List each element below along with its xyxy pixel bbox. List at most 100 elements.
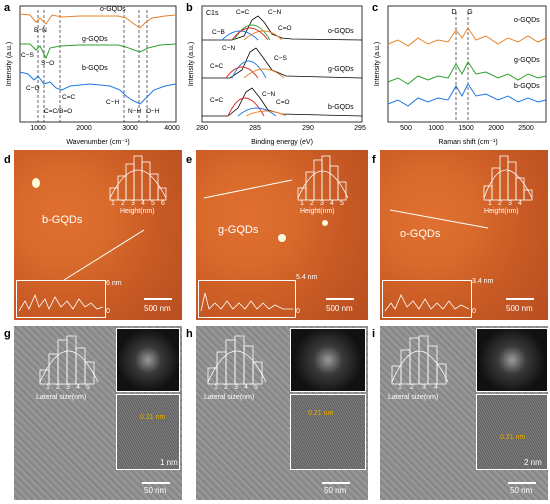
afm-profile-max: 3.4 nm [472,278,494,285]
panel-b-xtick-2: 290 [302,125,314,132]
afm-profile-inset [382,280,472,318]
afm-hist-tick-4: 5 [151,200,155,207]
panel-b-title: C1s [206,10,219,17]
afm-hist-tick-1: 2 [310,200,314,207]
panel-b-ann-8: C−N [262,91,275,98]
afm-hist-tick-0: 1 [111,200,115,207]
panel-b-ylabel: Intensity (a.u.) [188,42,195,86]
panel-a-ann-ccbo: C=C/B=O [44,108,72,115]
panel-a-legend-b: b-GQDs [82,65,108,72]
panel-c-xlabel: Raman shift (cm⁻¹) [438,139,497,146]
tem-hist-tick-2: 3 [422,384,426,391]
tem-scale-bar [508,482,536,484]
afm-profile-min: 0 [106,308,110,315]
panel-c-legend-g: g-GQDs [514,57,540,64]
panel-b-xtick-1: 285 [249,125,261,132]
panel-a-frame [19,5,177,123]
series-b-gqds-raman [387,83,547,107]
tem-histogram [207,335,267,385]
hrtem-inset [290,394,366,470]
panel-a-legend-g: g-GQDs [82,36,108,43]
fft-inset [290,328,366,392]
afm-hist-tick-2: 3 [320,200,324,207]
inset-scale-text: 1 nm [160,458,178,467]
afm-hist-tick-2: 3 [508,200,512,207]
panel-b-frame [201,5,363,123]
panel-c-xtick-0: 500 [400,125,412,132]
panel-a-xtick-0: 1000 [30,125,46,132]
panel-a-xtick-1: 2000 [76,125,92,132]
hrtem-inset [476,394,548,470]
panel-b-ann-2: C−N [268,9,281,16]
tem-hist-tick-2: 3 [234,384,238,391]
afm-hist-tick-4: 5 [340,200,344,207]
panel-a-xtick-2: 3000 [122,125,138,132]
tem-hist-tick-3: 4 [434,384,438,391]
panel-b-ann-7: C=C [210,97,223,104]
tem-hist-tick-0: 1 [398,384,402,391]
afm-hist-tick-3: 4 [141,200,145,207]
series-g-gqds-raman [387,61,547,85]
tem-hist-label: Lateral size(nm) [204,394,255,401]
panel-b-xtick-0: 280 [196,125,208,132]
lattice-spacing: 0.21 nm [308,410,334,417]
hrtem-inset [116,394,180,470]
series-o-gqds-line [19,13,177,29]
panel-letter-i: i [372,328,376,340]
tem-hist-tick-0: 1 [214,384,218,391]
panel-c-peak-d: D [451,9,456,16]
panel-a-xlabel: Wavenumber (cm⁻¹) [66,139,129,146]
afm-hist-tick-0: 1 [488,200,492,207]
panel-c-ylabel: Intensity (a.u.) [374,42,381,86]
afm-histogram [109,155,167,201]
panel-a-xtick-3: 4000 [164,125,180,132]
tem-hist-label: Lateral size(nm) [36,394,87,401]
afm-hist-tick-3: 4 [518,200,522,207]
panel-a-ann-nh: N−H [128,108,141,115]
afm-profile-min: 0 [296,308,300,315]
tem-scale-text: 50 nm [324,486,347,495]
tem-hist-tick-1: 2 [224,384,228,391]
panel-letter-a: a [4,2,11,14]
panel-a-legend-o: o-GQDs [100,6,126,13]
afm-image-b-gqds: b-GQDs 1 2 3 4 5 6 Height(nm) 6 nm 0 500… [14,150,182,320]
afm-label: g-GQDs [218,224,259,236]
tem-hist-tick-4: 5 [86,384,90,391]
panel-letter-g: g [4,328,11,340]
afm-profile-max: 6 nm [106,280,122,287]
tem-image-h: 1 2 3 4 5 Lateral size(nm) 0.21 nm 50 nm [196,326,368,500]
afm-profile-inset [198,280,296,318]
fft-inset [476,328,548,392]
panel-b-xlabel: Binding energy (eV) [251,139,313,146]
afm-scale-text: 500 nm [326,304,353,313]
panel-letter-e: e [186,154,193,166]
panel-a-ann-bn: B−N [34,27,47,34]
panel-a-ann-ch: C−H [106,99,119,106]
panel-a-ann-oh: O−H [146,108,160,115]
panel-c-peak-g: G [467,9,472,16]
afm-hist-label: Height(nm) [484,208,519,215]
panel-c-raman-chart: Intensity (a.u.) Raman shift (cm⁻¹) 500 … [374,5,547,146]
panel-letter-h: h [186,328,193,340]
tem-hist-tick-0: 1 [46,384,50,391]
panel-a-ann-so: S−O [41,60,54,67]
panel-a-ftir-chart: Intensity (a.u.) Wavenumber (cm⁻¹) 1000 … [6,5,180,146]
afm-hist-tick-0: 1 [300,200,304,207]
afm-scan-line [389,209,489,229]
panel-b-ann-3: C=O [278,25,292,32]
afm-label: b-GQDs [42,214,83,226]
panel-b-ann-0: C−B [212,29,225,36]
panel-b-ann-4: C−N [222,45,235,52]
afm-hist-tick-1: 2 [121,200,125,207]
panel-letter-c: c [372,2,379,14]
panel-b-xps-chart: Intensity (a.u.) Binding energy (eV) 280… [188,5,366,146]
panel-b-legend-o: o-GQDs [328,28,354,35]
afm-particle [32,178,40,188]
afm-scale-bar [144,298,172,300]
tem-hist-tick-1: 2 [410,384,414,391]
tem-scale-bar [142,482,170,484]
afm-hist-tick-5: 6 [161,200,165,207]
panel-c-xtick-4: 2500 [518,125,534,132]
afm-profile-min: 0 [472,308,476,315]
afm-particle [278,234,286,242]
